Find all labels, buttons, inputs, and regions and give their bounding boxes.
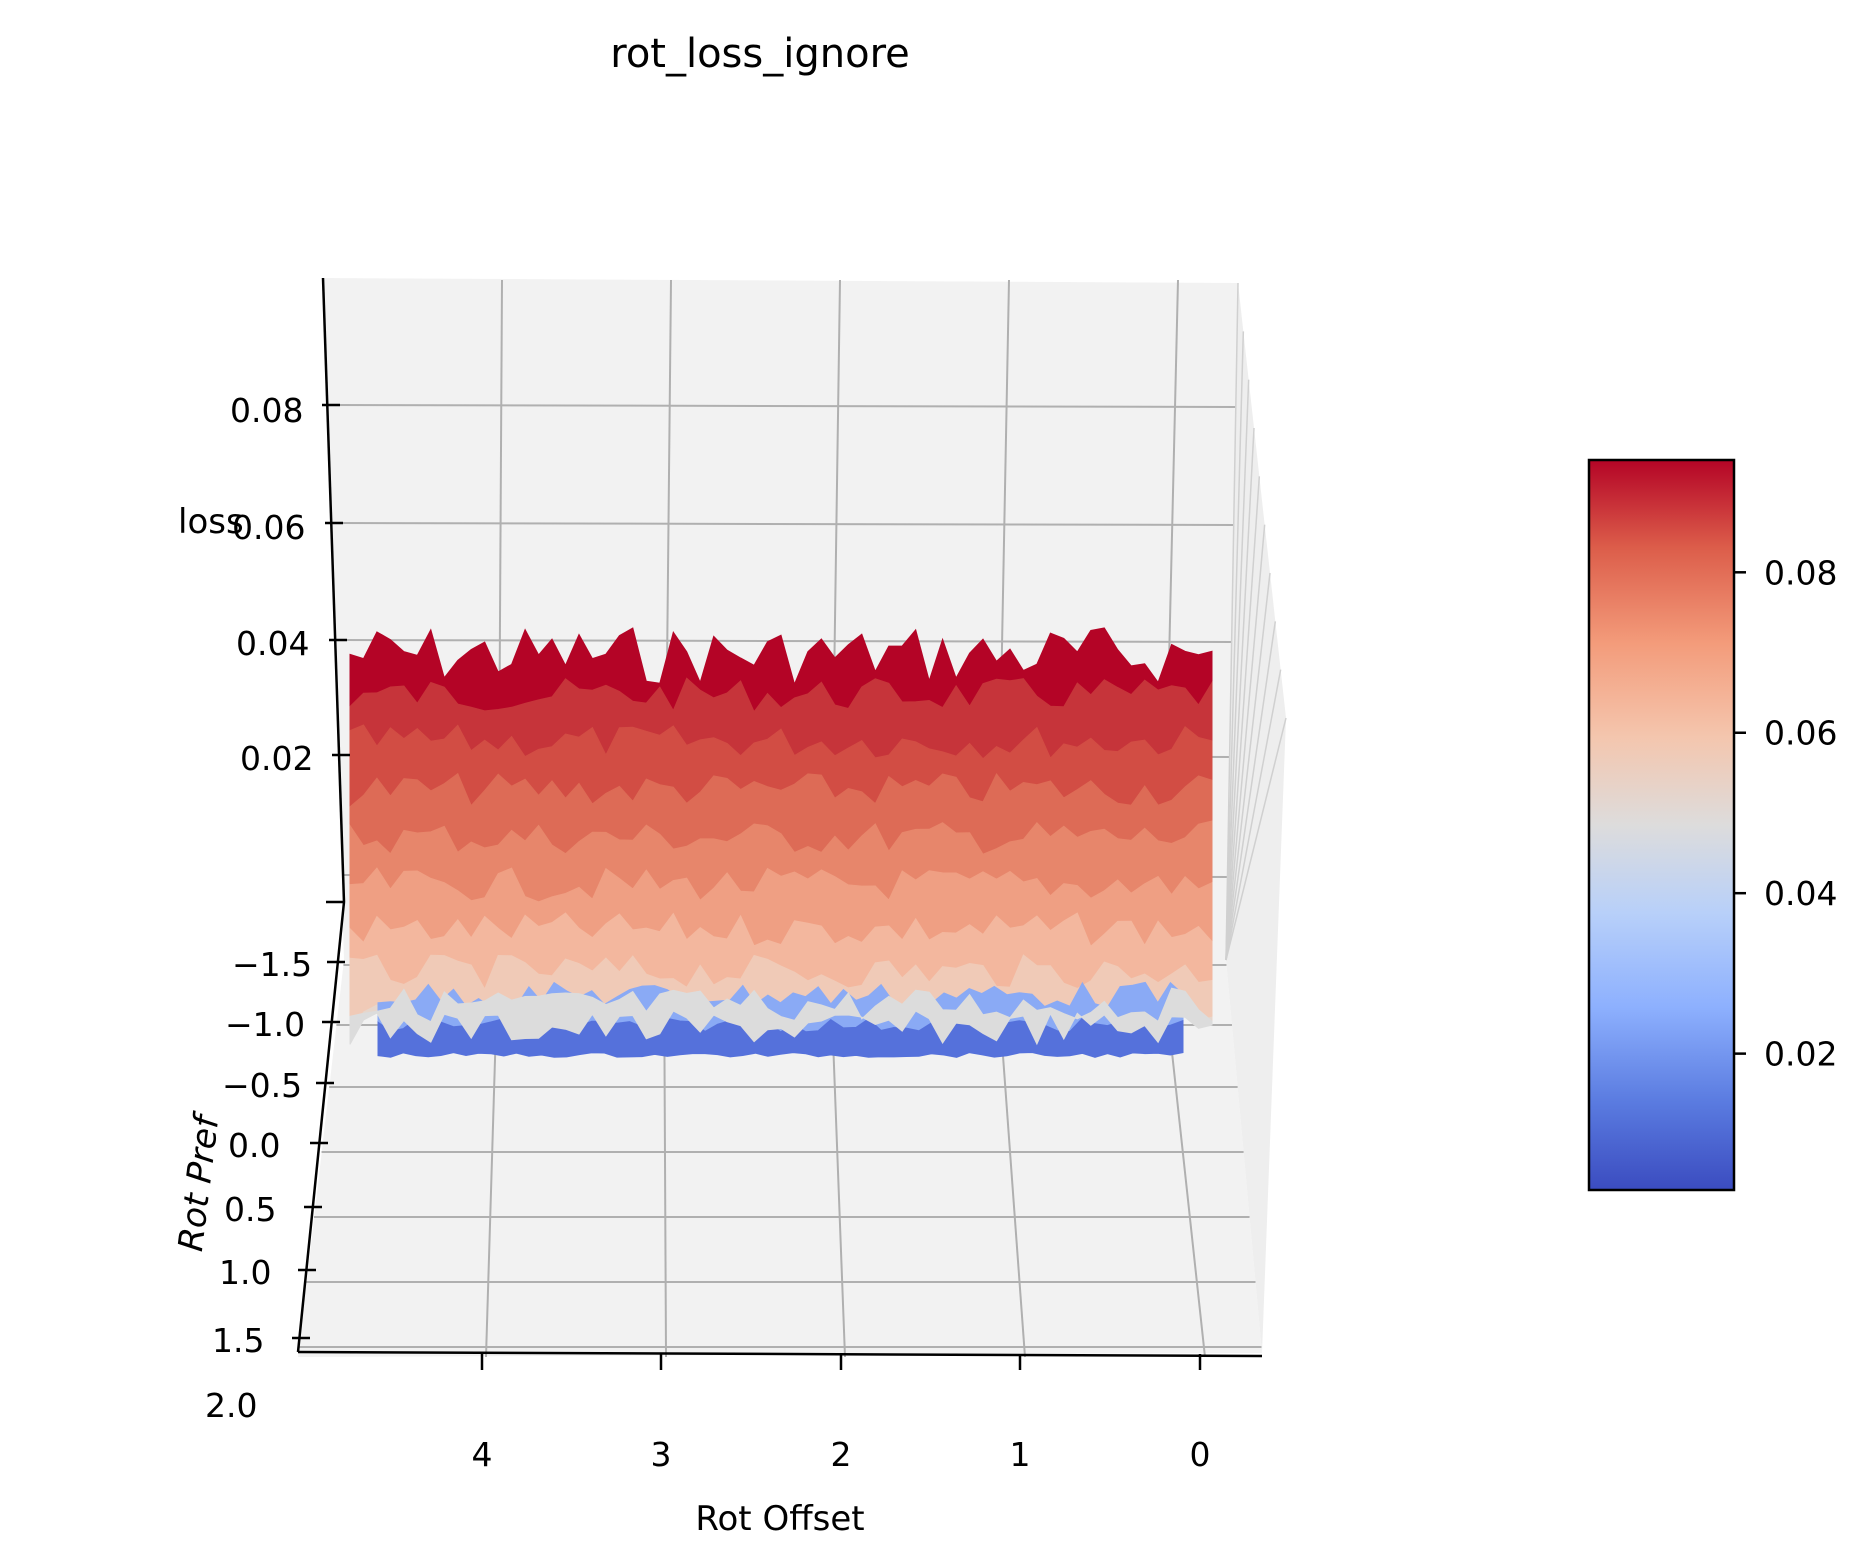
x-tick-label: 3 [651, 1435, 672, 1474]
z-axis-label: loss [178, 502, 244, 542]
surface-plot [349, 627, 1213, 1058]
grid-line-side [1225, 476, 1261, 961]
y-tick-label: −1.5 [232, 945, 312, 984]
grid-line-side [1225, 524, 1266, 961]
y-axis-ticks: −1.5 −1.0 −0.5 0.0 0.5 1.0 1.5 2.0 [205, 945, 345, 1425]
colorbar [1587, 458, 1736, 1192]
grid-line-back-z [335, 639, 1233, 643]
z-tick-label: 0.08 [230, 391, 303, 430]
z-tick-label: 0.06 [232, 508, 305, 547]
grid-line-back-z [332, 522, 1235, 526]
colorbar-tick-label: 0.02 [1764, 1035, 1837, 1074]
y-tick-label: 0.5 [224, 1190, 276, 1229]
grid-line-side [1225, 282, 1239, 961]
z-tick-label: 0.04 [236, 624, 309, 663]
x-tick-label: 2 [831, 1435, 852, 1474]
z-axis-line [321, 277, 346, 903]
side-pane [1226, 283, 1286, 1353]
x-axis-line [297, 1350, 1263, 1358]
y-tick-label: −0.5 [222, 1066, 302, 1105]
x-axis-label: Rot Offset [695, 1499, 864, 1539]
z-axis-ticks: 0.08 0.06 0.04 0.02 [230, 391, 350, 904]
y-tick-label: 0.0 [228, 1126, 280, 1165]
x-tick-label: 4 [472, 1435, 493, 1474]
floor-pane [298, 960, 1262, 1357]
grid-line-side [1225, 669, 1282, 961]
grid-line-back-z [329, 404, 1237, 408]
axes-lines [296, 277, 1263, 1358]
grid-line-side [1225, 379, 1250, 961]
x-tick-label: 1 [1010, 1435, 1031, 1474]
x-tick-label: 0 [1190, 1435, 1211, 1474]
y-axis-label: Rot Pref [171, 1109, 228, 1254]
y-tick-label: −1.0 [225, 1005, 305, 1044]
y-tick-label: 1.5 [212, 1321, 264, 1360]
colorbar-tick-label: 0.08 [1764, 553, 1837, 592]
y-axis-line [296, 901, 346, 1353]
grid-line-side [1225, 427, 1255, 961]
x-axis-ticks: 4 3 2 1 0 [472, 1354, 1211, 1474]
grid-line-side [1225, 572, 1271, 961]
colorbar-tick-label: 0.06 [1764, 714, 1837, 753]
colorbar-tick-label: 0.04 [1764, 874, 1837, 913]
grid-line-side [1225, 717, 1287, 961]
grid-line-side [1225, 621, 1277, 961]
y-tick-label: 2.0 [205, 1386, 257, 1425]
chart-title: rot_loss_ignore [610, 31, 910, 77]
surface-band-low [349, 987, 1213, 1046]
colorbar-ticks: 0.08 0.06 0.04 0.02 [1734, 553, 1837, 1074]
z-tick-label: 0.02 [240, 739, 313, 778]
grid-line-side [1225, 331, 1245, 961]
y-tick-label: 1.0 [219, 1253, 271, 1292]
